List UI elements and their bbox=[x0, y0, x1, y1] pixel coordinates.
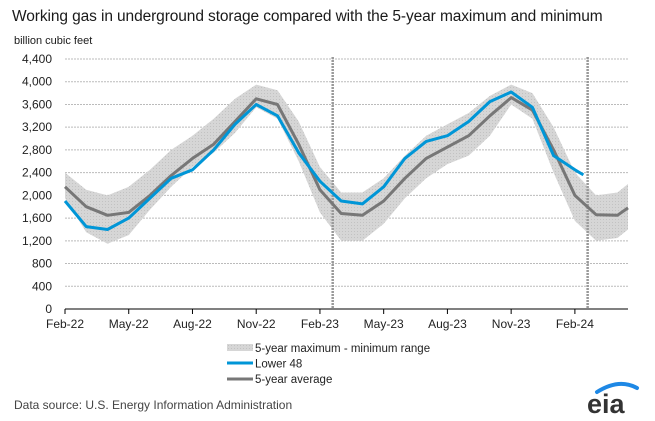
y-tick-label: 400 bbox=[32, 279, 52, 293]
legend-label: Lower 48 bbox=[255, 359, 302, 371]
legend: 5-year maximum - minimum range Lower 48 5-… bbox=[227, 343, 430, 386]
data-source: Data source: U.S. Energy Information Adm… bbox=[14, 398, 293, 412]
x-tick-label: Aug-22 bbox=[173, 317, 212, 331]
y-tick-label: 2,800 bbox=[22, 143, 52, 157]
eia-logo: eia bbox=[583, 380, 643, 421]
series-lines bbox=[63, 90, 629, 231]
y-tick-label: 3,200 bbox=[22, 120, 52, 134]
x-tick-label: Aug-23 bbox=[428, 317, 467, 331]
y-tick-label: 1,200 bbox=[22, 234, 52, 248]
range-band-layer bbox=[65, 84, 628, 244]
series-lower-48 bbox=[63, 90, 585, 231]
x-axis: Feb-22 May-22 Aug-22 Nov-22 Feb-23 May-23 Aug-… bbox=[46, 308, 628, 331]
y-axis-label: billion cubic feet bbox=[14, 35, 93, 47]
y-tick-label: 4,000 bbox=[22, 75, 52, 89]
y-tick-label: 0 bbox=[45, 302, 52, 316]
logo-text: eia bbox=[587, 389, 626, 416]
y-tick-label: 2,000 bbox=[22, 188, 52, 202]
x-tick-label: Feb-24 bbox=[556, 317, 594, 331]
y-tick-label: 1,600 bbox=[22, 211, 52, 225]
legend-swatch-range bbox=[227, 344, 253, 351]
x-tick-label: May-22 bbox=[109, 317, 149, 331]
x-tick-label: May-23 bbox=[364, 317, 404, 331]
y-tick-label: 800 bbox=[32, 257, 52, 271]
chart-title: Working gas in underground storage compa… bbox=[12, 8, 603, 25]
vertical-markers bbox=[331, 57, 589, 309]
y-axis-ticks: 0 400 800 1,200 1,600 2,000 2,400 2,800 3,200 3,6… bbox=[22, 52, 52, 316]
y-tick-label: 3,600 bbox=[22, 97, 52, 111]
y-tick-label: 4,400 bbox=[22, 52, 52, 66]
legend-label: 5-year average bbox=[255, 374, 332, 386]
x-tick-label: Nov-23 bbox=[492, 317, 531, 331]
legend-label: 5-year maximum - minimum range bbox=[255, 343, 430, 355]
x-tick-label: Nov-22 bbox=[237, 317, 276, 331]
range-band bbox=[65, 84, 628, 244]
y-tick-label: 2,400 bbox=[22, 166, 52, 180]
x-tick-label: Feb-22 bbox=[46, 317, 84, 331]
x-tick-label: Feb-23 bbox=[301, 317, 339, 331]
eia-logo-icon: eia bbox=[587, 381, 639, 419]
